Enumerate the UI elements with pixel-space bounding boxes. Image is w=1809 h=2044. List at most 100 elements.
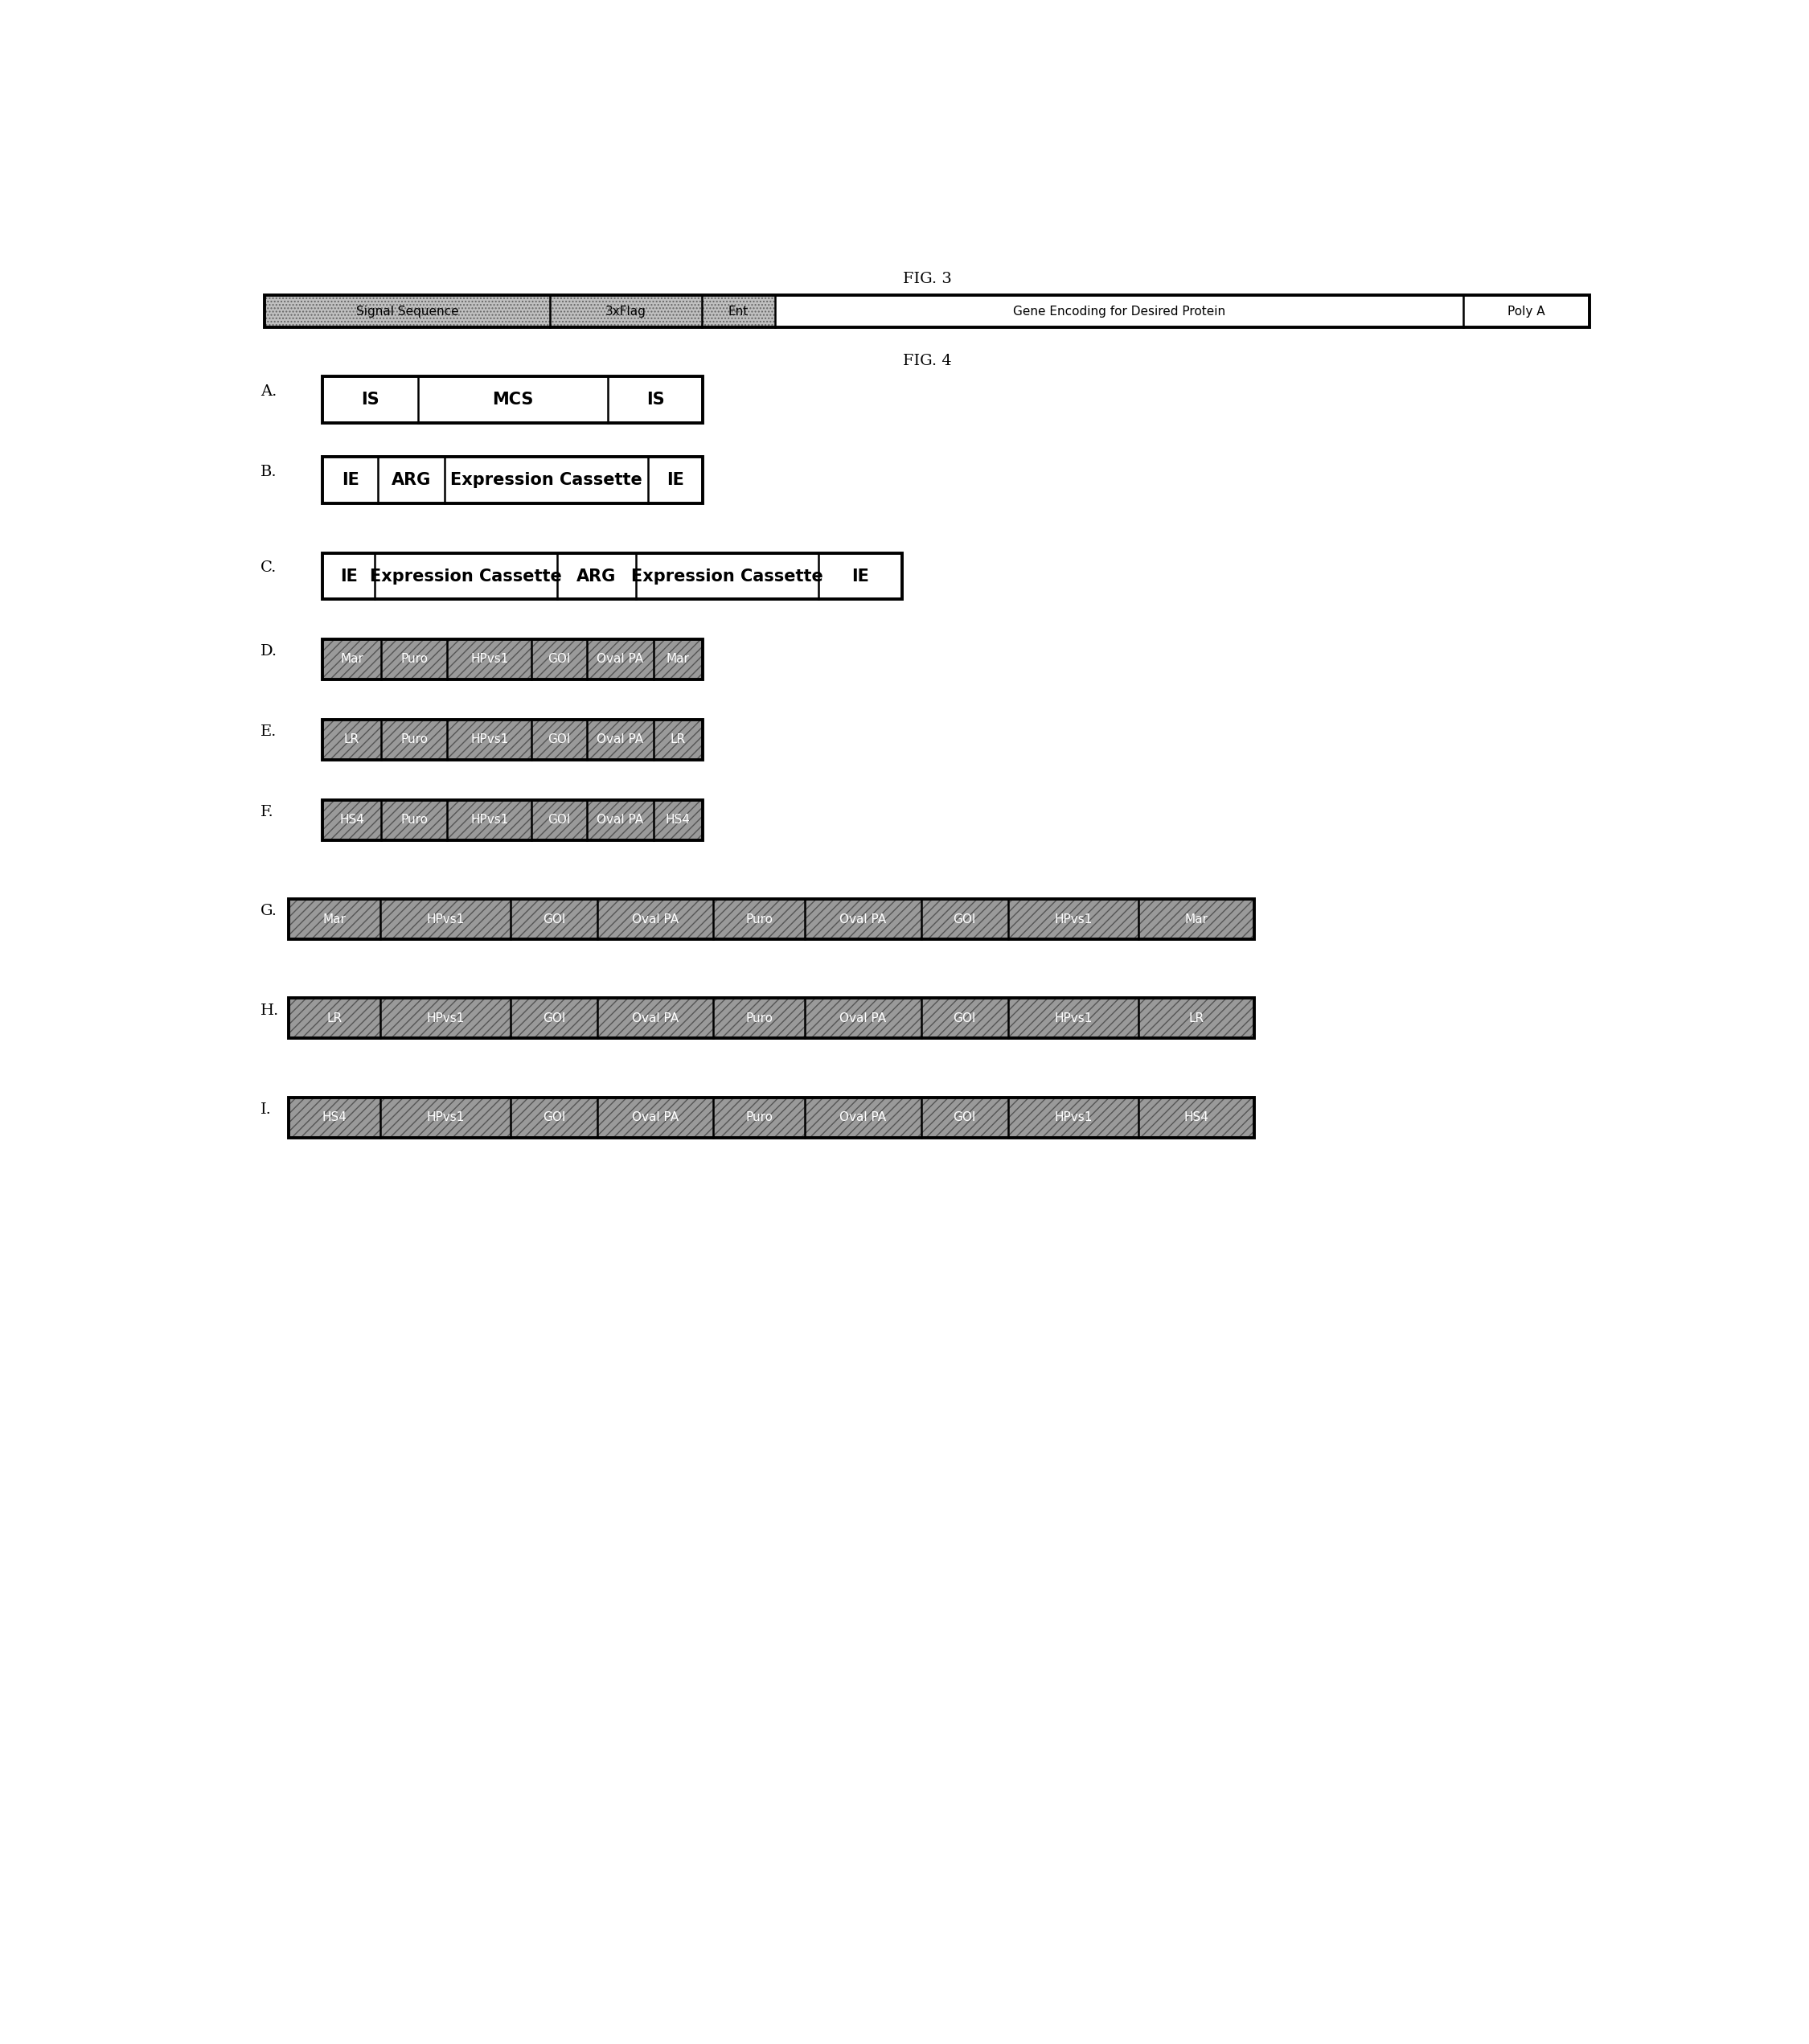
Text: HPvs1: HPvs1 — [427, 1012, 465, 1024]
Bar — [322, 640, 382, 679]
Bar — [1008, 997, 1138, 1038]
Text: Oval PA: Oval PA — [597, 814, 644, 826]
Text: I.: I. — [260, 1102, 271, 1116]
Bar — [805, 899, 921, 940]
Text: G.: G. — [260, 903, 277, 918]
Text: F.: F. — [260, 805, 273, 820]
Text: HPvs1: HPvs1 — [470, 734, 508, 746]
Bar — [447, 799, 532, 840]
Text: Expression Cassette: Expression Cassette — [631, 568, 823, 585]
Text: IS: IS — [646, 392, 664, 409]
Bar — [597, 899, 713, 940]
Text: IE: IE — [852, 568, 868, 585]
Bar — [322, 799, 702, 840]
Bar — [586, 640, 653, 679]
Text: Oval PA: Oval PA — [597, 654, 644, 664]
Text: GOI: GOI — [548, 734, 570, 746]
Bar — [774, 296, 1463, 327]
Text: HS4: HS4 — [666, 814, 691, 826]
Text: Oval PA: Oval PA — [839, 1112, 886, 1124]
Bar — [288, 1098, 380, 1136]
Text: D.: D. — [260, 644, 277, 658]
Text: Expression Cassette: Expression Cassette — [371, 568, 563, 585]
Bar — [288, 997, 380, 1038]
Bar — [288, 997, 380, 1038]
Bar — [510, 899, 597, 940]
Text: Puro: Puro — [745, 1112, 772, 1124]
Bar — [702, 296, 774, 327]
Bar — [447, 719, 532, 760]
Text: FIG. 3: FIG. 3 — [903, 272, 952, 286]
Bar — [653, 799, 702, 840]
Bar — [713, 997, 805, 1038]
Text: LR: LR — [671, 734, 686, 746]
Text: HS4: HS4 — [322, 1112, 347, 1124]
Bar — [510, 997, 597, 1038]
Text: HS4: HS4 — [1183, 1112, 1208, 1124]
Bar — [374, 554, 557, 599]
Text: Oval PA: Oval PA — [839, 914, 886, 926]
Bar — [264, 296, 550, 327]
Text: LR: LR — [344, 734, 360, 746]
Text: GOI: GOI — [543, 1012, 566, 1024]
Bar — [648, 458, 702, 503]
Bar — [264, 296, 550, 327]
Text: ARG: ARG — [391, 472, 431, 489]
Bar — [382, 640, 447, 679]
Bar — [322, 719, 382, 760]
Bar — [713, 997, 805, 1038]
Bar — [597, 899, 713, 940]
Bar — [510, 899, 597, 940]
Bar — [1008, 899, 1138, 940]
Bar — [921, 899, 1008, 940]
Text: HS4: HS4 — [340, 814, 364, 826]
Text: A.: A. — [260, 384, 277, 399]
Bar — [586, 719, 653, 760]
Bar — [322, 554, 903, 599]
Bar — [288, 899, 1254, 940]
Bar — [322, 640, 382, 679]
Bar — [597, 997, 713, 1038]
Text: HPvs1: HPvs1 — [470, 814, 508, 826]
Bar — [447, 719, 532, 760]
Bar — [532, 640, 586, 679]
Text: Oval PA: Oval PA — [631, 914, 678, 926]
Text: Puro: Puro — [400, 814, 427, 826]
Text: IE: IE — [666, 472, 684, 489]
Text: Puro: Puro — [745, 914, 772, 926]
Text: Oval PA: Oval PA — [597, 734, 644, 746]
Bar — [597, 997, 713, 1038]
Bar — [586, 719, 653, 760]
Bar — [380, 997, 510, 1038]
Bar — [586, 799, 653, 840]
Bar — [288, 1098, 1254, 1136]
Text: Puro: Puro — [400, 734, 427, 746]
Bar — [1138, 997, 1254, 1038]
Bar — [586, 640, 653, 679]
Text: ARG: ARG — [577, 568, 617, 585]
Bar — [380, 1098, 510, 1136]
Bar — [1008, 1098, 1138, 1136]
Text: IE: IE — [340, 568, 358, 585]
Bar — [1008, 1098, 1138, 1136]
Bar — [322, 376, 418, 423]
Text: GOI: GOI — [953, 1012, 975, 1024]
Bar — [1008, 997, 1138, 1038]
Bar — [288, 1098, 380, 1136]
Bar — [713, 1098, 805, 1136]
Bar — [418, 376, 608, 423]
Bar — [805, 1098, 921, 1136]
Text: E.: E. — [260, 724, 277, 740]
Bar — [653, 640, 702, 679]
Text: GOI: GOI — [548, 654, 570, 664]
Bar — [653, 719, 702, 760]
Bar — [380, 899, 510, 940]
Bar — [322, 799, 382, 840]
Bar — [702, 296, 774, 327]
Bar — [921, 997, 1008, 1038]
Bar — [550, 296, 702, 327]
Bar — [288, 997, 1254, 1038]
Text: GOI: GOI — [543, 1112, 566, 1124]
Bar — [322, 719, 382, 760]
Text: HPvs1: HPvs1 — [1055, 914, 1093, 926]
